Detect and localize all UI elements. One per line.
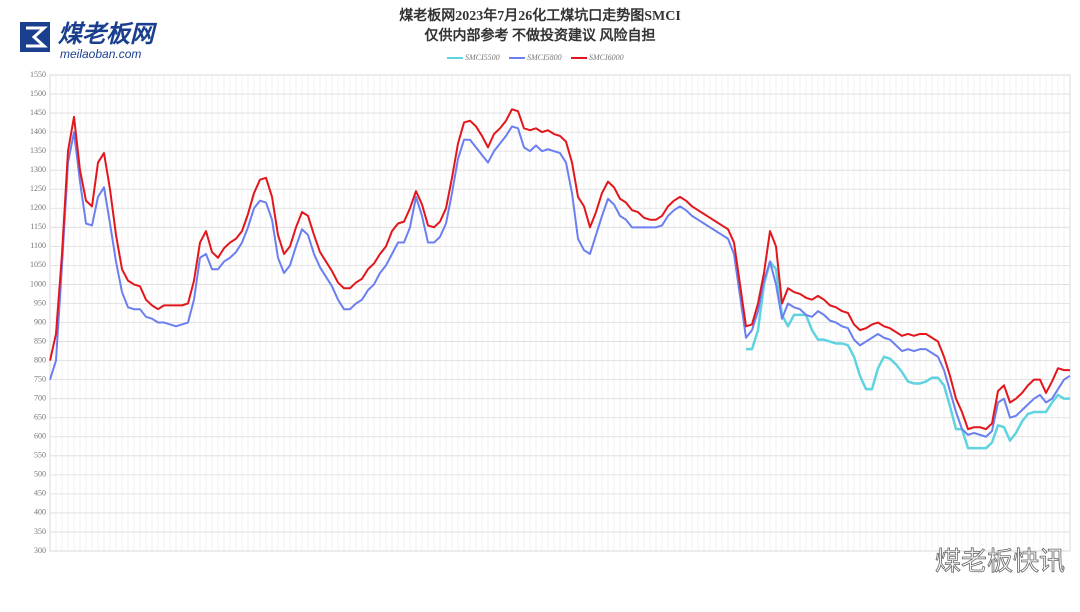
- y-tick-label: 1450: [30, 108, 46, 117]
- y-tick-label: 600: [34, 432, 46, 441]
- logo: 煤老板网 meilaoban.com: [20, 20, 158, 61]
- y-tick-label: 750: [34, 374, 46, 383]
- lines: [49, 108, 1071, 450]
- y-tick-label: 300: [34, 546, 46, 555]
- y-tick-label: 1050: [30, 260, 46, 269]
- y-tick-label: 400: [34, 508, 46, 517]
- legend-label: SMCI5800: [527, 53, 562, 62]
- series-line: [49, 108, 1070, 431]
- watermark: 煤老板快讯: [935, 547, 1065, 577]
- grid: 300 350 400 450 500 550 600 650 700 750 800 850 900 9…: [30, 70, 1071, 555]
- y-tick-label: 950: [34, 298, 46, 307]
- y-tick-label: 500: [34, 470, 46, 479]
- y-tick-label: 1250: [30, 184, 46, 193]
- y-tick-label: 1350: [30, 146, 46, 155]
- y-tick-label: 550: [34, 451, 46, 460]
- y-tick-label: 1150: [30, 222, 46, 231]
- y-tick-label: 450: [34, 489, 46, 498]
- y-tick-label: 1400: [30, 127, 46, 136]
- y-tick-label: 1550: [30, 70, 46, 79]
- legend: SMCI5500 SMCI5800 SMCI6000: [447, 53, 624, 62]
- series-line: [49, 125, 1071, 438]
- y-tick-label: 1200: [30, 203, 46, 212]
- y-tick-label: 1000: [30, 279, 46, 288]
- y-tick-label: 1100: [30, 241, 46, 250]
- y-tick-label: 1300: [30, 165, 46, 174]
- logo-url: meilaoban.com: [60, 47, 141, 61]
- y-tick-label: 900: [34, 317, 46, 326]
- y-tick-label: 650: [34, 413, 46, 422]
- legend-label: SMCI6000: [589, 53, 624, 62]
- logo-mark: [26, 26, 48, 48]
- y-tick-label: 800: [34, 355, 46, 364]
- y-tick-label: 850: [34, 336, 46, 345]
- y-tick-label: 350: [34, 527, 46, 536]
- chart-subtitle: 仅供内部参考 不做投资建议 风险自担: [424, 27, 656, 44]
- y-tick-label: 700: [34, 394, 46, 403]
- legend-label: SMCI5500: [465, 53, 500, 62]
- chart-title: 煤老板网2023年7月26化工煤坑口走势图SMCI: [399, 7, 681, 24]
- logo-name: 煤老板网: [58, 20, 158, 48]
- y-tick-label: 1500: [30, 89, 46, 98]
- series-line: [746, 260, 1070, 450]
